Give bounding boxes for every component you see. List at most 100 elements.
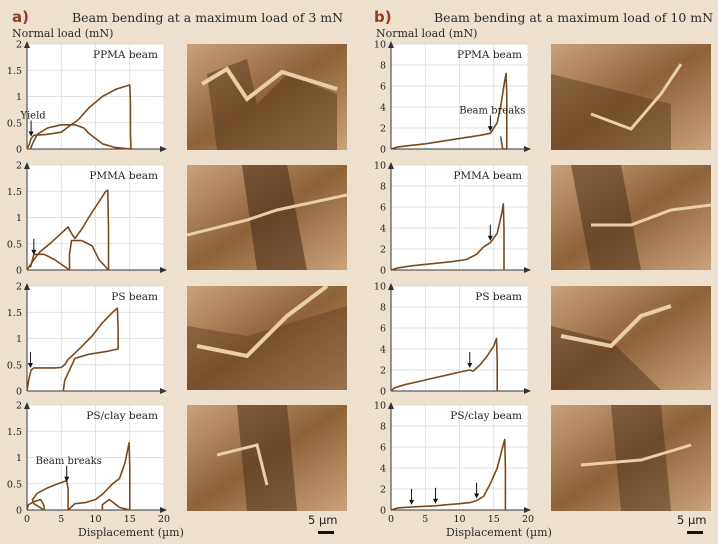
x-axis-arrow [160,388,167,394]
series-line [390,438,507,511]
y-tick-label: 10 [374,40,386,51]
scale-bar-a [318,531,334,534]
y-tick-label: 6 [380,203,386,214]
annotation-arrowhead [31,249,37,255]
sem-image-ppma-3mn [187,44,347,150]
x-tick-label: 0 [24,514,30,525]
x-tick-label: 15 [488,514,500,525]
y-tick-label: 2 [380,124,386,135]
sem-image-psclay-10mn [551,405,711,511]
scale-bar-label-b: 5 µm [677,513,707,527]
y-tick-label: 8 [380,61,386,72]
chart-7: 0 2 4 6 8 10 PS beam [374,282,531,398]
chart-title: PS beam [111,291,158,303]
annotation-label: Yield [20,111,47,122]
x-tick-label: 5 [422,514,428,525]
y-tick-label: 10 [374,161,386,172]
chart-title: PPMA beam [93,49,158,61]
x-axis-arrow [524,146,531,152]
y-tick-label: 4 [380,224,386,235]
series-line [390,203,505,271]
y-tick-label: 1.5 [7,187,22,198]
y-tick-label: 0.5 [7,239,22,250]
y-tick-label: 0.5 [7,479,22,490]
y-tick-label: 0 [16,387,22,398]
y-tick-label: 10 [374,401,386,412]
y-tick-label: 0 [380,387,386,398]
x-tick-label: 10 [453,514,465,525]
y-tick-label: 6 [380,324,386,335]
x-tick-label: 0 [388,514,394,525]
y-axis-label-b: Normal load (mN) [376,27,478,40]
annotation-label: Beam breaks [36,456,102,467]
y-tick-label: 4 [380,345,386,356]
x-axis-arrow [160,146,167,152]
sem-image-pmma-10mn [551,165,711,270]
y-tick-label: 1 [16,92,22,103]
y-tick-label: 10 [374,282,386,293]
chart-title: PS beam [475,291,522,303]
y-tick-label: 1.5 [7,308,22,319]
series-line [26,84,132,150]
sem-image-ppma-10mn [551,44,711,150]
y-axis-arrow [24,41,30,48]
y-tick-label: 2 [380,485,386,496]
chart-3: 0 0.5 1 1.5 2 PS beam [7,282,167,398]
y-tick-label: 1 [16,213,22,224]
x-tick-label: 15 [124,514,136,525]
y-axis-arrow [24,402,30,409]
y-tick-label: 2 [16,161,22,172]
scale-bar-label-a: 5 µm [308,513,338,527]
sem-image-ps-3mn [187,286,347,390]
chart-title: PS/clay beam [86,410,158,422]
panel-b-title: Beam bending at a maximum load of 10 mN [434,10,714,25]
y-axis-label-a: Normal load (mN) [12,27,114,40]
scale-bar-b [687,531,703,534]
annotation-arrowhead [487,126,493,132]
chart-1: 0 0.5 1 1.5 2 PPMA beam Yield [7,40,167,156]
sem-image-ps-10mn [551,286,711,390]
y-axis-arrow [24,283,30,290]
x-axis-arrow [524,388,531,394]
chart-2: 0 0.5 1 1.5 2 PMMA beam [7,161,167,277]
annotation-arrowhead [433,498,439,504]
y-tick-label: 8 [380,422,386,433]
y-tick-label: 2 [16,40,22,51]
y-tick-label: 0 [16,145,22,156]
y-axis-arrow [388,162,394,169]
y-tick-label: 1.5 [7,427,22,438]
y-tick-label: 1.5 [7,66,22,77]
annotation-label: Beam breaks [459,105,525,116]
chart-8: 0 2 4 6 8 10 0 5 10 15 20 PS/clay beam [374,401,534,526]
chart-title: PMMA beam [89,170,158,182]
y-tick-label: 4 [380,464,386,475]
x-tick-label: 10 [89,514,101,525]
y-tick-label: 1 [16,453,22,464]
y-tick-label: 8 [380,182,386,193]
annotation-arrowhead [27,363,33,368]
y-tick-label: 0 [380,266,386,277]
x-tick-label: 20 [158,514,170,525]
panel-b-label: b) [374,8,392,26]
y-tick-label: 0.5 [7,118,22,129]
sem-image-pmma-3mn [187,165,347,270]
x-axis-label-b: Displacement (µm) [446,526,552,539]
chart-5: 0 2 4 6 8 10 PPMA beam Beam breaks [374,40,531,156]
x-tick-label: 5 [58,514,64,525]
y-tick-label: 2 [380,245,386,256]
y-tick-label: 2 [380,366,386,377]
panel-a-label: a) [12,8,29,26]
y-axis-arrow [388,283,394,290]
y-axis-arrow [388,41,394,48]
y-tick-label: 1 [16,334,22,345]
y-axis-arrow [388,402,394,409]
annotation-arrowhead [409,499,415,505]
x-axis-arrow [524,507,531,513]
sem-image-psclay-3mn [187,405,347,511]
annotation-arrowhead [467,363,473,368]
y-tick-label: 2 [16,401,22,412]
y-tick-label: 2 [16,282,22,293]
annotation-arrowhead [64,476,70,482]
